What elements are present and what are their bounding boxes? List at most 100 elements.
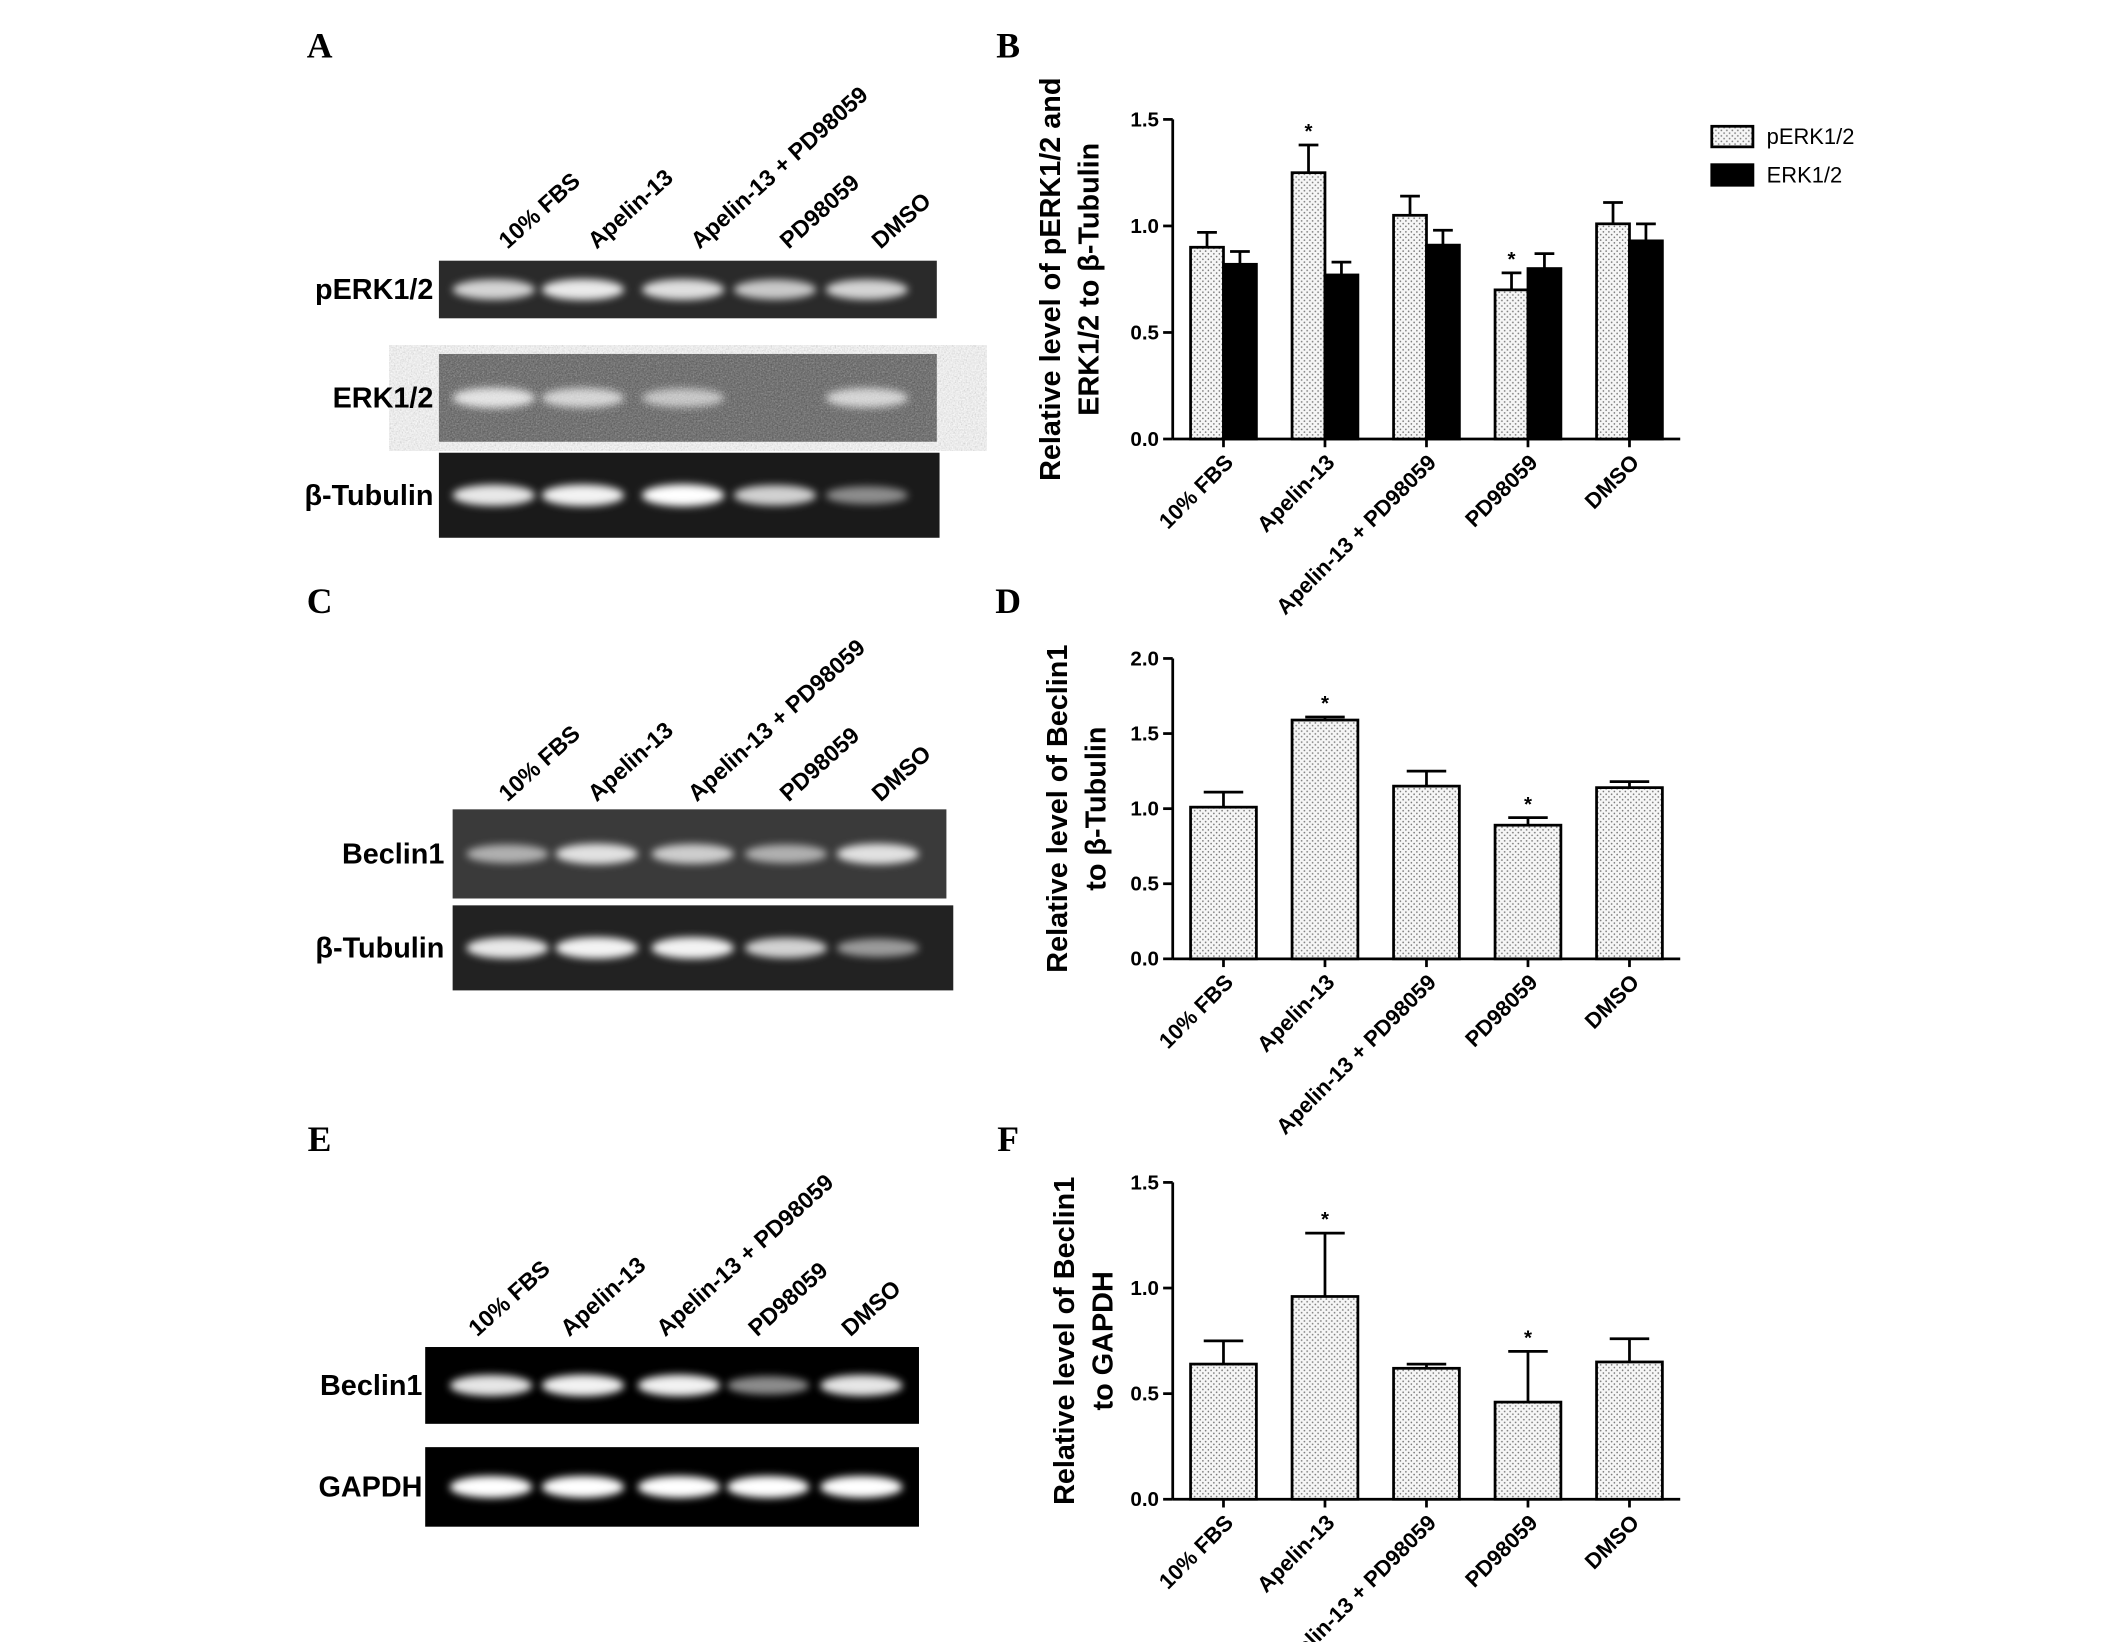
x-tick-label: PD98059 xyxy=(1460,1510,1542,1592)
y-axis-label: Relative level of Beclin1 xyxy=(1049,1177,1081,1505)
error-bar xyxy=(1508,816,1548,826)
blot-band xyxy=(641,484,725,507)
error-bar xyxy=(1406,769,1447,787)
blot-band xyxy=(452,279,535,300)
blot-band xyxy=(820,1475,903,1498)
bar xyxy=(1595,786,1664,961)
blot-row-label: pERK1/2 xyxy=(315,274,433,306)
bar xyxy=(1290,718,1360,961)
error-bar xyxy=(1609,1337,1650,1362)
panel-label: B xyxy=(996,26,1020,66)
blot-row-label: Beclin1 xyxy=(320,1370,422,1402)
legend-label: ERK1/2 xyxy=(1767,163,1843,188)
blot-band xyxy=(641,388,725,408)
y-tick-label: 0.5 xyxy=(1130,873,1159,896)
blot-band xyxy=(825,279,909,300)
blot-band xyxy=(825,388,909,408)
bar xyxy=(1189,245,1225,441)
y-tick-label: 1.5 xyxy=(1130,1171,1159,1194)
x-tick-label: Apelin-13 xyxy=(1252,1510,1340,1598)
y-tick-label: 2.0 xyxy=(1130,647,1159,670)
x-tick-label: PD98059 xyxy=(1460,450,1542,532)
y-tick-label: 1.0 xyxy=(1130,1277,1159,1300)
blot-band xyxy=(744,937,828,959)
lane-label: Apelin-13 + PD98059 xyxy=(685,81,872,253)
blot-band xyxy=(637,1475,721,1498)
error-bar xyxy=(1508,1350,1548,1403)
lane-label: Apelin-13 xyxy=(555,1252,650,1342)
y-tick-label: 1.0 xyxy=(1130,215,1159,238)
blot-band xyxy=(449,1374,533,1396)
y-axis-label: Relative level of pERK1/2 and xyxy=(1035,78,1067,481)
panel-label: C xyxy=(307,581,333,621)
lane-label: PD98059 xyxy=(775,722,865,806)
x-tick-label: DMSO xyxy=(1580,1510,1644,1574)
y-tick-label: 0.0 xyxy=(1130,1488,1159,1511)
bar xyxy=(1526,267,1563,441)
error-bar xyxy=(1636,222,1656,241)
error-bar xyxy=(1603,201,1623,224)
blot-row-label: β-Tubulin xyxy=(304,480,433,512)
bar xyxy=(1290,1295,1360,1501)
blot-band xyxy=(466,844,549,864)
lane-label: 10% FBS xyxy=(463,1255,554,1341)
blot-band xyxy=(541,484,625,507)
bar xyxy=(1493,1400,1563,1501)
blot-band xyxy=(744,844,828,864)
error-bar xyxy=(1534,252,1555,269)
lane-label: PD98059 xyxy=(775,169,865,253)
error-bar xyxy=(1298,143,1319,173)
error-bar xyxy=(1197,230,1217,248)
bar xyxy=(1222,262,1258,441)
blot-band xyxy=(651,843,734,864)
bar xyxy=(1595,1360,1664,1501)
lane-label: DMSO xyxy=(867,187,936,253)
error-bar xyxy=(1400,194,1420,216)
lane-label: DMSO xyxy=(836,1275,905,1341)
x-tick-label: 10% FBS xyxy=(1154,969,1238,1053)
bar xyxy=(1290,171,1327,441)
blot-row-label: GAPDH xyxy=(318,1472,422,1504)
blot-band xyxy=(820,1374,903,1396)
blot-band xyxy=(555,937,638,959)
x-tick-label: DMSO xyxy=(1580,969,1644,1033)
significance-mark: * xyxy=(1305,120,1313,143)
blot-band xyxy=(651,937,734,959)
panel-label: F xyxy=(997,1119,1019,1159)
blot-band xyxy=(466,937,549,959)
blot-band xyxy=(449,1475,533,1498)
y-axis-label: ERK1/2 to β-Tubulin xyxy=(1074,143,1106,416)
bar xyxy=(1493,823,1563,961)
error-bar xyxy=(1406,1362,1447,1369)
y-tick-label: 0.0 xyxy=(1130,428,1159,451)
x-tick-label: Apelin-13 + PD98059 xyxy=(1271,1510,1441,1642)
panel-label: D xyxy=(995,581,1021,621)
x-tick-label: Apelin-13 xyxy=(1252,969,1340,1057)
blot-band xyxy=(541,278,625,301)
lane-label: 10% FBS xyxy=(493,720,584,806)
x-tick-label: Apelin-13 xyxy=(1252,450,1340,538)
error-bar xyxy=(1501,271,1522,290)
bar xyxy=(1392,213,1428,441)
x-tick-label: 10% FBS xyxy=(1154,1510,1238,1594)
blot-row-label: β-Tubulin xyxy=(315,932,444,964)
x-tick-label: DMSO xyxy=(1580,450,1644,514)
bar xyxy=(1493,288,1530,441)
lane-label: DMSO xyxy=(867,740,936,806)
blot-band xyxy=(726,1376,810,1395)
blot-band xyxy=(637,1374,721,1397)
lane-label: PD98059 xyxy=(743,1257,833,1341)
blot-row-label: ERK1/2 xyxy=(333,382,434,414)
lane-label: Apelin-13 + PD98059 xyxy=(651,1169,838,1341)
legend-label: pERK1/2 xyxy=(1767,124,1855,149)
bar xyxy=(1595,222,1631,441)
lane-label: 10% FBS xyxy=(493,167,584,253)
significance-mark: * xyxy=(1508,248,1516,271)
error-bar xyxy=(1305,715,1345,721)
blot-band xyxy=(733,279,817,300)
significance-mark: * xyxy=(1321,692,1329,715)
blot-band xyxy=(541,388,625,408)
blot-band xyxy=(641,279,725,300)
bar xyxy=(1628,239,1664,441)
